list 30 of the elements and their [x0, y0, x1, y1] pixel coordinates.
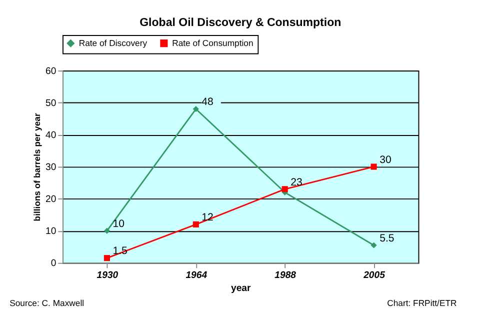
- y-tick-label: 0: [50, 258, 56, 270]
- point: [370, 242, 377, 248]
- text: Chart: FRPitt/ETR: [387, 298, 457, 308]
- point: [104, 255, 110, 262]
- legend-label: Rate of Consumption: [172, 38, 254, 48]
- x-tick-label: 2005: [362, 270, 386, 281]
- data-label: 48: [202, 96, 214, 108]
- point: [192, 221, 199, 228]
- point: [192, 106, 199, 112]
- chart-title: Global Oil Discovery & Consumption: [140, 16, 342, 29]
- data-label: 5.5: [380, 232, 394, 244]
- point: [104, 228, 110, 234]
- y-tick-label: 30: [46, 162, 56, 174]
- data-label: 30: [380, 154, 392, 166]
- y-tick-label: 50: [46, 98, 56, 109]
- legend-label: Rate of Discovery: [78, 38, 148, 48]
- x-axis-title: year: [230, 283, 252, 294]
- source-note: Source: C. Maxwell: [10, 298, 84, 308]
- data-label: 23: [290, 176, 302, 188]
- y-tick-label: 20: [46, 194, 56, 206]
- x-tick-label: 1988: [274, 270, 297, 281]
- x-tick-label: 1964: [186, 270, 208, 281]
- point: [370, 164, 377, 170]
- y-axis-title: billions of barrels per year: [32, 112, 42, 222]
- point: [282, 186, 288, 192]
- data-label: 10: [112, 218, 125, 230]
- y-tick-label: 10: [46, 226, 56, 238]
- y-tick-label: 40: [46, 130, 56, 142]
- y-tick-label: 60: [46, 66, 56, 77]
- x-tick-label: 1930: [96, 270, 119, 281]
